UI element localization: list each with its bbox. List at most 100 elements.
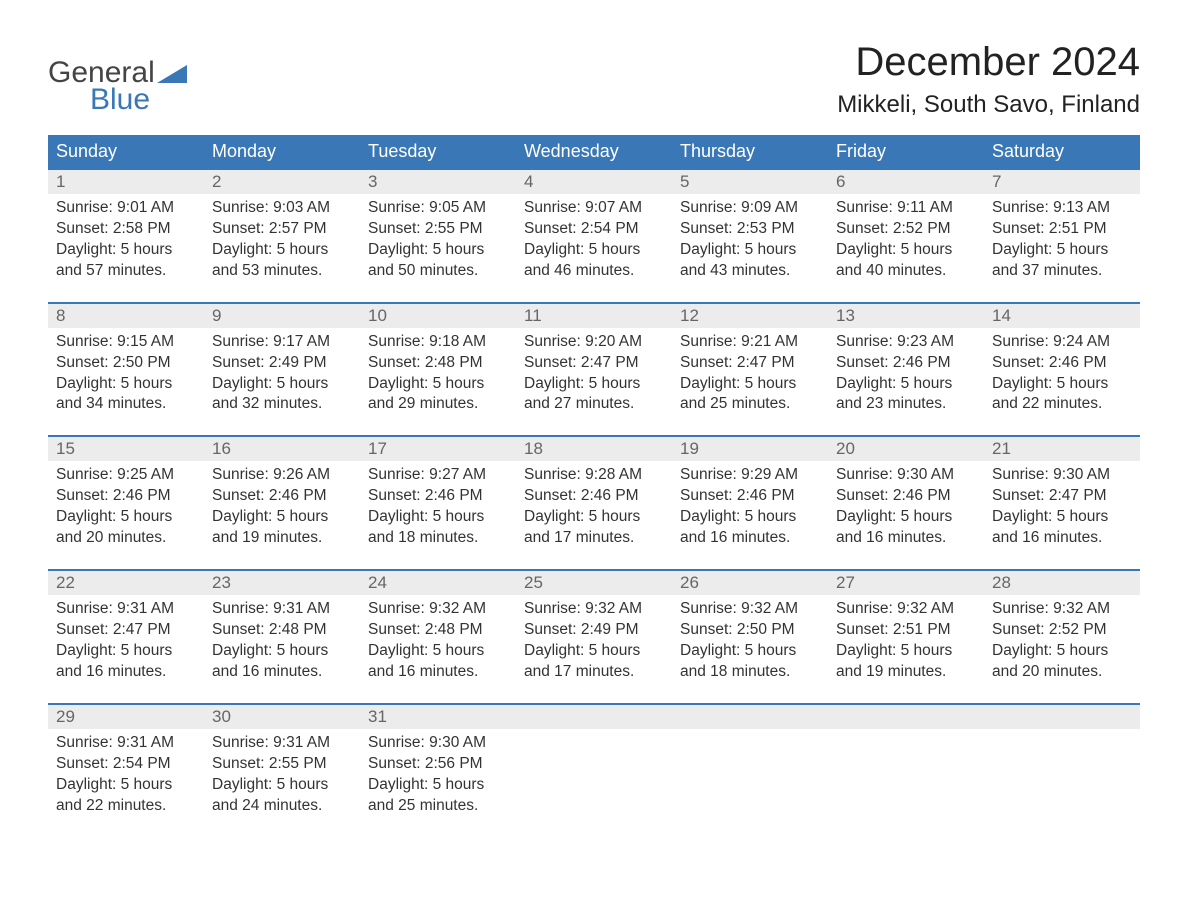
sunrise-line: Sunrise: 9:30 AM (368, 733, 508, 754)
calendar-cell: 20Sunrise: 9:30 AMSunset: 2:46 PMDayligh… (828, 436, 984, 570)
daylight-line-2: and 24 minutes. (212, 796, 352, 817)
calendar-cell: 31Sunrise: 9:30 AMSunset: 2:56 PMDayligh… (360, 704, 516, 837)
calendar-table: Sunday Monday Tuesday Wednesday Thursday… (48, 135, 1140, 836)
calendar-cell: 7Sunrise: 9:13 AMSunset: 2:51 PMDaylight… (984, 169, 1140, 303)
daylight-line-2: and 16 minutes. (368, 662, 508, 683)
sunset-line: Sunset: 2:48 PM (368, 353, 508, 374)
sunset-line: Sunset: 2:52 PM (992, 620, 1132, 641)
day-details: Sunrise: 9:23 AMSunset: 2:46 PMDaylight:… (828, 328, 984, 416)
month-title: December 2024 (837, 40, 1140, 85)
calendar-cell: . (516, 704, 672, 837)
calendar-cell: 6Sunrise: 9:11 AMSunset: 2:52 PMDaylight… (828, 169, 984, 303)
daylight-line-2: and 53 minutes. (212, 261, 352, 282)
sunrise-line: Sunrise: 9:31 AM (212, 599, 352, 620)
daylight-line-1: Daylight: 5 hours (836, 374, 976, 395)
daylight-line-2: and 16 minutes. (680, 528, 820, 549)
calendar-cell: 26Sunrise: 9:32 AMSunset: 2:50 PMDayligh… (672, 570, 828, 704)
daylight-line-2: and 25 minutes. (368, 796, 508, 817)
weekday-header: Saturday (984, 135, 1140, 169)
calendar-cell: 15Sunrise: 9:25 AMSunset: 2:46 PMDayligh… (48, 436, 204, 570)
day-details: Sunrise: 9:30 AMSunset: 2:46 PMDaylight:… (828, 461, 984, 549)
daylight-line-1: Daylight: 5 hours (368, 775, 508, 796)
calendar-cell: 13Sunrise: 9:23 AMSunset: 2:46 PMDayligh… (828, 303, 984, 437)
calendar-cell: 28 Sunrise: 9:32 AMSunset: 2:52 PMDayligh… (984, 570, 1140, 704)
calendar-cell: 2Sunrise: 9:03 AMSunset: 2:57 PMDaylight… (204, 169, 360, 303)
day-number: 11 (516, 304, 672, 328)
daylight-line-2: and 27 minutes. (524, 394, 664, 415)
sunset-line: Sunset: 2:54 PM (524, 219, 664, 240)
day-number-empty: . (984, 705, 1140, 729)
day-details: Sunrise: 9:20 AMSunset: 2:47 PMDaylight:… (516, 328, 672, 416)
sunrise-line: Sunrise: 9:28 AM (524, 465, 664, 486)
day-details: Sunrise: 9:31 AMSunset: 2:55 PMDaylight:… (204, 729, 360, 817)
daylight-line-2: and 23 minutes. (836, 394, 976, 415)
day-details: Sunrise: 9:05 AMSunset: 2:55 PMDaylight:… (360, 194, 516, 282)
sunrise-line: Sunrise: 9:21 AM (680, 332, 820, 353)
sunset-line: Sunset: 2:46 PM (836, 486, 976, 507)
day-details: Sunrise: 9:32 AMSunset: 2:48 PMDaylight:… (360, 595, 516, 683)
day-number: 6 (828, 170, 984, 194)
daylight-line-1: Daylight: 5 hours (992, 374, 1132, 395)
daylight-line-2: and 20 minutes. (56, 528, 196, 549)
daylight-line-2: and 46 minutes. (524, 261, 664, 282)
daylight-line-1: Daylight: 5 hours (524, 507, 664, 528)
daylight-line-1: Daylight: 5 hours (524, 240, 664, 261)
daylight-line-2: and 17 minutes. (524, 662, 664, 683)
sunset-line: Sunset: 2:46 PM (836, 353, 976, 374)
daylight-line-2: and 40 minutes. (836, 261, 976, 282)
daylight-line-1: Daylight: 5 hours (524, 374, 664, 395)
day-number: 19 (672, 437, 828, 461)
sunset-line: Sunset: 2:47 PM (524, 353, 664, 374)
daylight-line-2: and 29 minutes. (368, 394, 508, 415)
day-number: 2 (204, 170, 360, 194)
day-number: 31 (360, 705, 516, 729)
day-details: Sunrise: 9:13 AMSunset: 2:51 PMDaylight:… (984, 194, 1140, 282)
day-details: Sunrise: 9:30 AMSunset: 2:56 PMDaylight:… (360, 729, 516, 817)
calendar-cell: . (672, 704, 828, 837)
daylight-line-1: Daylight: 5 hours (368, 374, 508, 395)
sunrise-line: Sunrise: 9:31 AM (56, 599, 196, 620)
daylight-line-1: Daylight: 5 hours (992, 641, 1132, 662)
sunset-line: Sunset: 2:46 PM (212, 486, 352, 507)
sunrise-line: Sunrise: 9:24 AM (992, 332, 1132, 353)
calendar-cell: 16Sunrise: 9:26 AMSunset: 2:46 PMDayligh… (204, 436, 360, 570)
sunrise-line: Sunrise: 9:32 AM (992, 599, 1132, 620)
daylight-line-2: and 20 minutes. (992, 662, 1132, 683)
weekday-header: Monday (204, 135, 360, 169)
day-details: Sunrise: 9:09 AMSunset: 2:53 PMDaylight:… (672, 194, 828, 282)
daylight-line-2: and 57 minutes. (56, 261, 196, 282)
day-number: 15 (48, 437, 204, 461)
day-number: 28 (984, 571, 1140, 595)
day-details: Sunrise: 9:32 AMSunset: 2:49 PMDaylight:… (516, 595, 672, 683)
sunrise-line: Sunrise: 9:26 AM (212, 465, 352, 486)
calendar-cell: 9Sunrise: 9:17 AMSunset: 2:49 PMDaylight… (204, 303, 360, 437)
day-details: Sunrise: 9:25 AMSunset: 2:46 PMDaylight:… (48, 461, 204, 549)
day-number: 7 (984, 170, 1140, 194)
sunset-line: Sunset: 2:46 PM (56, 486, 196, 507)
sunrise-line: Sunrise: 9:32 AM (368, 599, 508, 620)
sunset-line: Sunset: 2:46 PM (524, 486, 664, 507)
calendar-cell: 24Sunrise: 9:32 AMSunset: 2:48 PMDayligh… (360, 570, 516, 704)
sunset-line: Sunset: 2:47 PM (992, 486, 1132, 507)
day-details: Sunrise: 9:28 AMSunset: 2:46 PMDaylight:… (516, 461, 672, 549)
sunset-line: Sunset: 2:49 PM (524, 620, 664, 641)
day-number: 30 (204, 705, 360, 729)
calendar-cell: 3Sunrise: 9:05 AMSunset: 2:55 PMDaylight… (360, 169, 516, 303)
sunrise-line: Sunrise: 9:05 AM (368, 198, 508, 219)
daylight-line-1: Daylight: 5 hours (56, 641, 196, 662)
day-number: 23 (204, 571, 360, 595)
daylight-line-1: Daylight: 5 hours (368, 240, 508, 261)
calendar-cell: 8Sunrise: 9:15 AMSunset: 2:50 PMDaylight… (48, 303, 204, 437)
calendar-cell: 29Sunrise: 9:31 AMSunset: 2:54 PMDayligh… (48, 704, 204, 837)
daylight-line-1: Daylight: 5 hours (368, 641, 508, 662)
day-number: 26 (672, 571, 828, 595)
calendar-cell: 27Sunrise: 9:32 AMSunset: 2:51 PMDayligh… (828, 570, 984, 704)
sunset-line: Sunset: 2:51 PM (836, 620, 976, 641)
day-details: Sunrise: 9:15 AMSunset: 2:50 PMDaylight:… (48, 328, 204, 416)
daylight-line-1: Daylight: 5 hours (212, 507, 352, 528)
day-details: Sunrise: 9:32 AMSunset: 2:51 PMDaylight:… (828, 595, 984, 683)
daylight-line-1: Daylight: 5 hours (212, 240, 352, 261)
calendar-cell: 30Sunrise: 9:31 AMSunset: 2:55 PMDayligh… (204, 704, 360, 837)
sunrise-line: Sunrise: 9:25 AM (56, 465, 196, 486)
day-details: Sunrise: 9:21 AMSunset: 2:47 PMDaylight:… (672, 328, 828, 416)
